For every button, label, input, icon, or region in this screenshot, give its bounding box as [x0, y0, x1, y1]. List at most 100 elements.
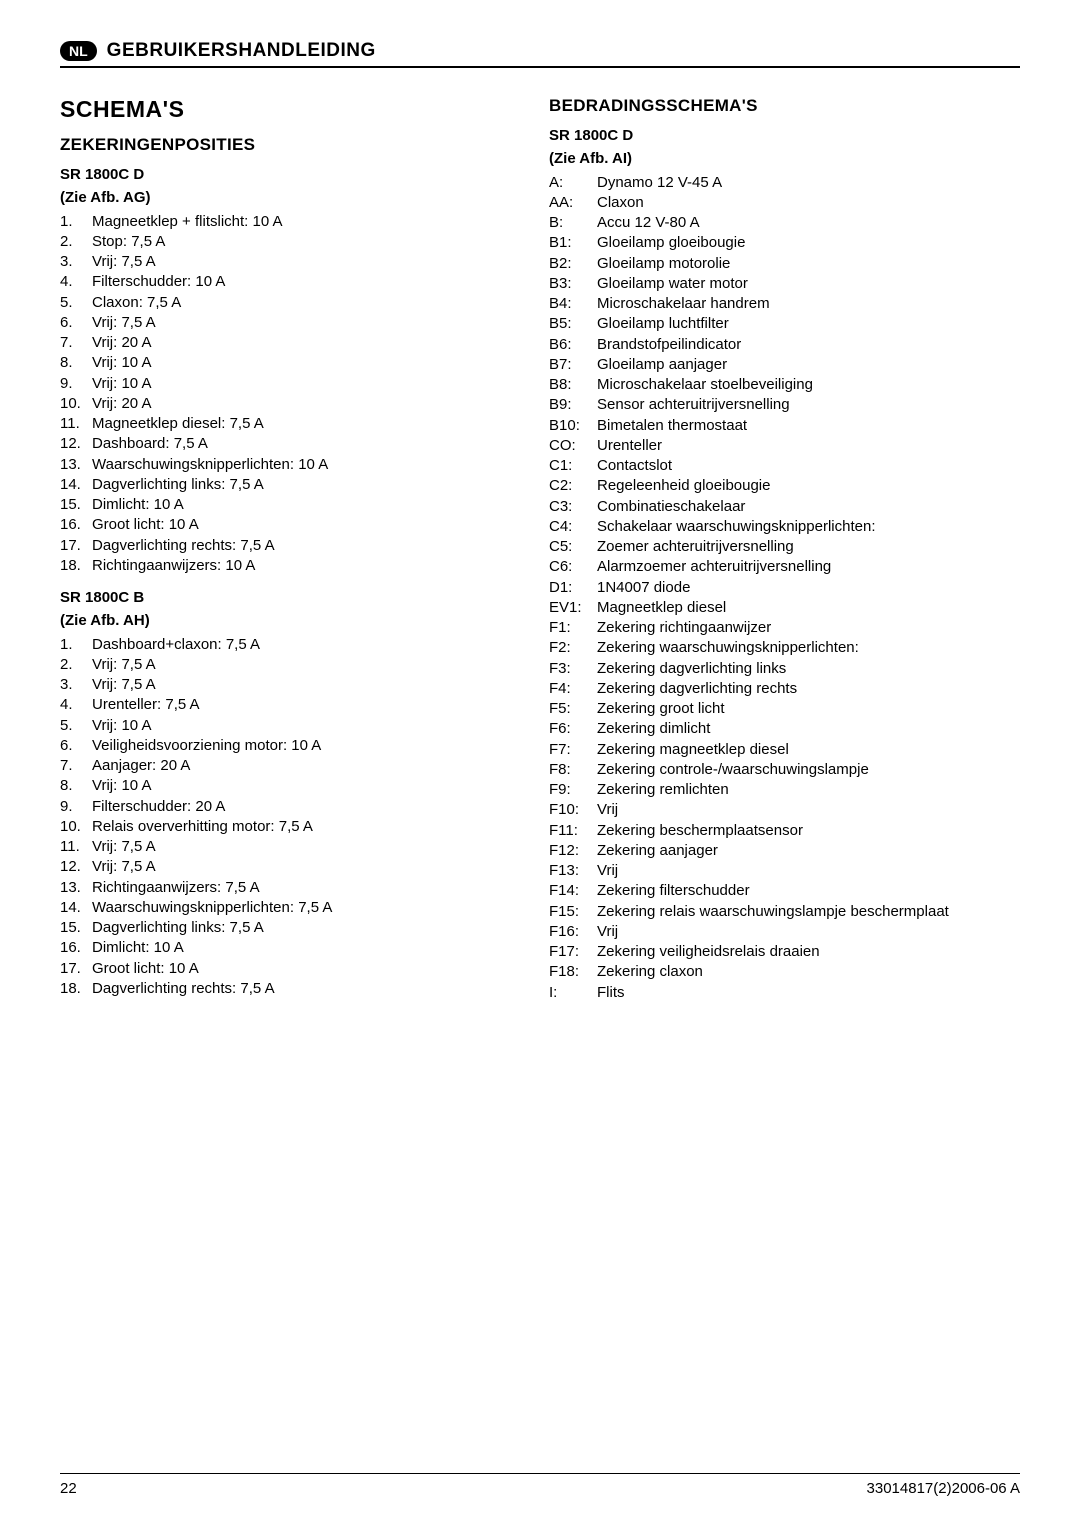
list-item-value: Vrij: 7,5 A — [92, 857, 531, 877]
list-item: 8.Vrij: 10 A — [60, 353, 531, 373]
list-item: 16.Dimlicht: 10 A — [60, 938, 531, 958]
right-column: BEDRADINGSSCHEMA'S SR 1800C D (Zie Afb. … — [549, 96, 1020, 1003]
list-item-key: 12. — [60, 857, 92, 877]
list-item: B9:Sensor achteruitrijversnelling — [549, 395, 1020, 415]
list-item: 11.Vrij: 7,5 A — [60, 837, 531, 857]
wiring-heading: BEDRADINGSSCHEMA'S — [549, 96, 1020, 116]
language-badge: NL — [60, 41, 97, 61]
list-item: I:Flits — [549, 983, 1020, 1003]
list-item: 11.Magneetklep diesel: 7,5 A — [60, 414, 531, 434]
list-item-value: Gloeilamp gloeibougie — [597, 233, 1020, 253]
list-item-key: F12: — [549, 841, 597, 861]
list-item-value: Vrij: 10 A — [92, 716, 531, 736]
list-item-value: Magneetklep diesel: 7,5 A — [92, 414, 531, 434]
list-item: F18:Zekering claxon — [549, 962, 1020, 982]
page-number: 22 — [60, 1480, 77, 1497]
list-item: C3:Combinatieschakelaar — [549, 497, 1020, 517]
list-item-key: F14: — [549, 881, 597, 901]
list-item-key: A: — [549, 173, 597, 193]
document-reference: 33014817(2)2006-06 A — [867, 1480, 1020, 1497]
list-item-value: Veiligheidsvoorziening motor: 10 A — [92, 736, 531, 756]
list-item-key: EV1: — [549, 598, 597, 618]
list-item: C6:Alarmzoemer achteruitrijversnelling — [549, 557, 1020, 577]
list-item-value: Gloeilamp aanjager — [597, 355, 1020, 375]
list-item-key: 7. — [60, 333, 92, 353]
list-item-key: F2: — [549, 638, 597, 658]
header-title: GEBRUIKERSHANDLEIDING — [107, 40, 376, 62]
list-item-value: Zekering dagverlichting rechts — [597, 679, 1020, 699]
list-item-key: C5: — [549, 537, 597, 557]
list-item: B3:Gloeilamp water motor — [549, 274, 1020, 294]
list-item: F6:Zekering dimlicht — [549, 719, 1020, 739]
list-item-key: B8: — [549, 375, 597, 395]
list-item-key: B: — [549, 213, 597, 233]
list-item: 17.Groot licht: 10 A — [60, 959, 531, 979]
list-item-value: Alarmzoemer achteruitrijversnelling — [597, 557, 1020, 577]
list-item: B4:Microschakelaar handrem — [549, 294, 1020, 314]
list-item: 6.Veiligheidsvoorziening motor: 10 A — [60, 736, 531, 756]
list-item-key: 9. — [60, 374, 92, 394]
list-item-key: C3: — [549, 497, 597, 517]
list-item-key: 11. — [60, 414, 92, 434]
list-item-value: Dashboard: 7,5 A — [92, 434, 531, 454]
list-item: 2.Vrij: 7,5 A — [60, 655, 531, 675]
list-item-key: 18. — [60, 556, 92, 576]
list-item-value: Relais oververhitting motor: 7,5 A — [92, 817, 531, 837]
list-item-value: Zekering magneetklep diesel — [597, 740, 1020, 760]
list-item-key: 5. — [60, 293, 92, 313]
list-item: CO:Urenteller — [549, 436, 1020, 456]
list-item: 12.Dashboard: 7,5 A — [60, 434, 531, 454]
list-item-value: Magneetklep + flitslicht: 10 A — [92, 212, 531, 232]
list-item-key: 7. — [60, 756, 92, 776]
list-item: F14:Zekering filterschudder — [549, 881, 1020, 901]
list-item: F4:Zekering dagverlichting rechts — [549, 679, 1020, 699]
list-item: C2:Regeleenheid gloeibougie — [549, 476, 1020, 496]
list-item: 9.Filterschudder: 20 A — [60, 797, 531, 817]
list-item-key: F6: — [549, 719, 597, 739]
wiring-list: A:Dynamo 12 V-45 AAA:ClaxonB:Accu 12 V-8… — [549, 173, 1020, 1003]
list-item: B:Accu 12 V-80 A — [549, 213, 1020, 233]
list-item-value: Zekering controle-/waarschuwingslampje — [597, 760, 1020, 780]
list-item-key: B9: — [549, 395, 597, 415]
list-item: B8:Microschakelaar stoelbeveiliging — [549, 375, 1020, 395]
list-item-value: Contactslot — [597, 456, 1020, 476]
list-item: 15.Dagverlichting links: 7,5 A — [60, 918, 531, 938]
list-item-value: Vrij — [597, 922, 1020, 942]
list-item: 16.Groot licht: 10 A — [60, 515, 531, 535]
list-item: A:Dynamo 12 V-45 A — [549, 173, 1020, 193]
list-item-key: B10: — [549, 416, 597, 436]
list-item-value: Dimlicht: 10 A — [92, 938, 531, 958]
list-item-value: Bimetalen thermostaat — [597, 416, 1020, 436]
list-item-key: 6. — [60, 313, 92, 333]
list-item: 13.Richtingaanwijzers: 7,5 A — [60, 878, 531, 898]
list-item-key: B2: — [549, 254, 597, 274]
list-item-value: Vrij: 7,5 A — [92, 252, 531, 272]
list-item-key: 14. — [60, 898, 92, 918]
list-item-key: 14. — [60, 475, 92, 495]
model-heading: SR 1800C D — [60, 165, 531, 185]
list-item: F2:Zekering waarschuwingsknipperlichten: — [549, 638, 1020, 658]
list-item-key: F5: — [549, 699, 597, 719]
list-item-value: Filterschudder: 10 A — [92, 272, 531, 292]
list-item-value: Dynamo 12 V-45 A — [597, 173, 1020, 193]
list-item: EV1:Magneetklep diesel — [549, 598, 1020, 618]
list-item-key: 16. — [60, 938, 92, 958]
list-item-key: B6: — [549, 335, 597, 355]
list-item-value: Regeleenheid gloeibougie — [597, 476, 1020, 496]
list-item-value: Vrij — [597, 800, 1020, 820]
list-item-key: 3. — [60, 675, 92, 695]
list-item: 7.Vrij: 20 A — [60, 333, 531, 353]
list-item-value: Vrij: 7,5 A — [92, 675, 531, 695]
list-item-value: Vrij: 20 A — [92, 333, 531, 353]
list-item: F7:Zekering magneetklep diesel — [549, 740, 1020, 760]
list-item-key: 6. — [60, 736, 92, 756]
list-item-key: 2. — [60, 655, 92, 675]
list-item-value: Zekering richtingaanwijzer — [597, 618, 1020, 638]
list-item: F9:Zekering remlichten — [549, 780, 1020, 800]
list-item: 6.Vrij: 7,5 A — [60, 313, 531, 333]
list-item-key: 10. — [60, 817, 92, 837]
list-item-key: 11. — [60, 837, 92, 857]
list-item: 18.Richtingaanwijzers: 10 A — [60, 556, 531, 576]
list-item-value: Zoemer achteruitrijversnelling — [597, 537, 1020, 557]
list-item-key: B1: — [549, 233, 597, 253]
